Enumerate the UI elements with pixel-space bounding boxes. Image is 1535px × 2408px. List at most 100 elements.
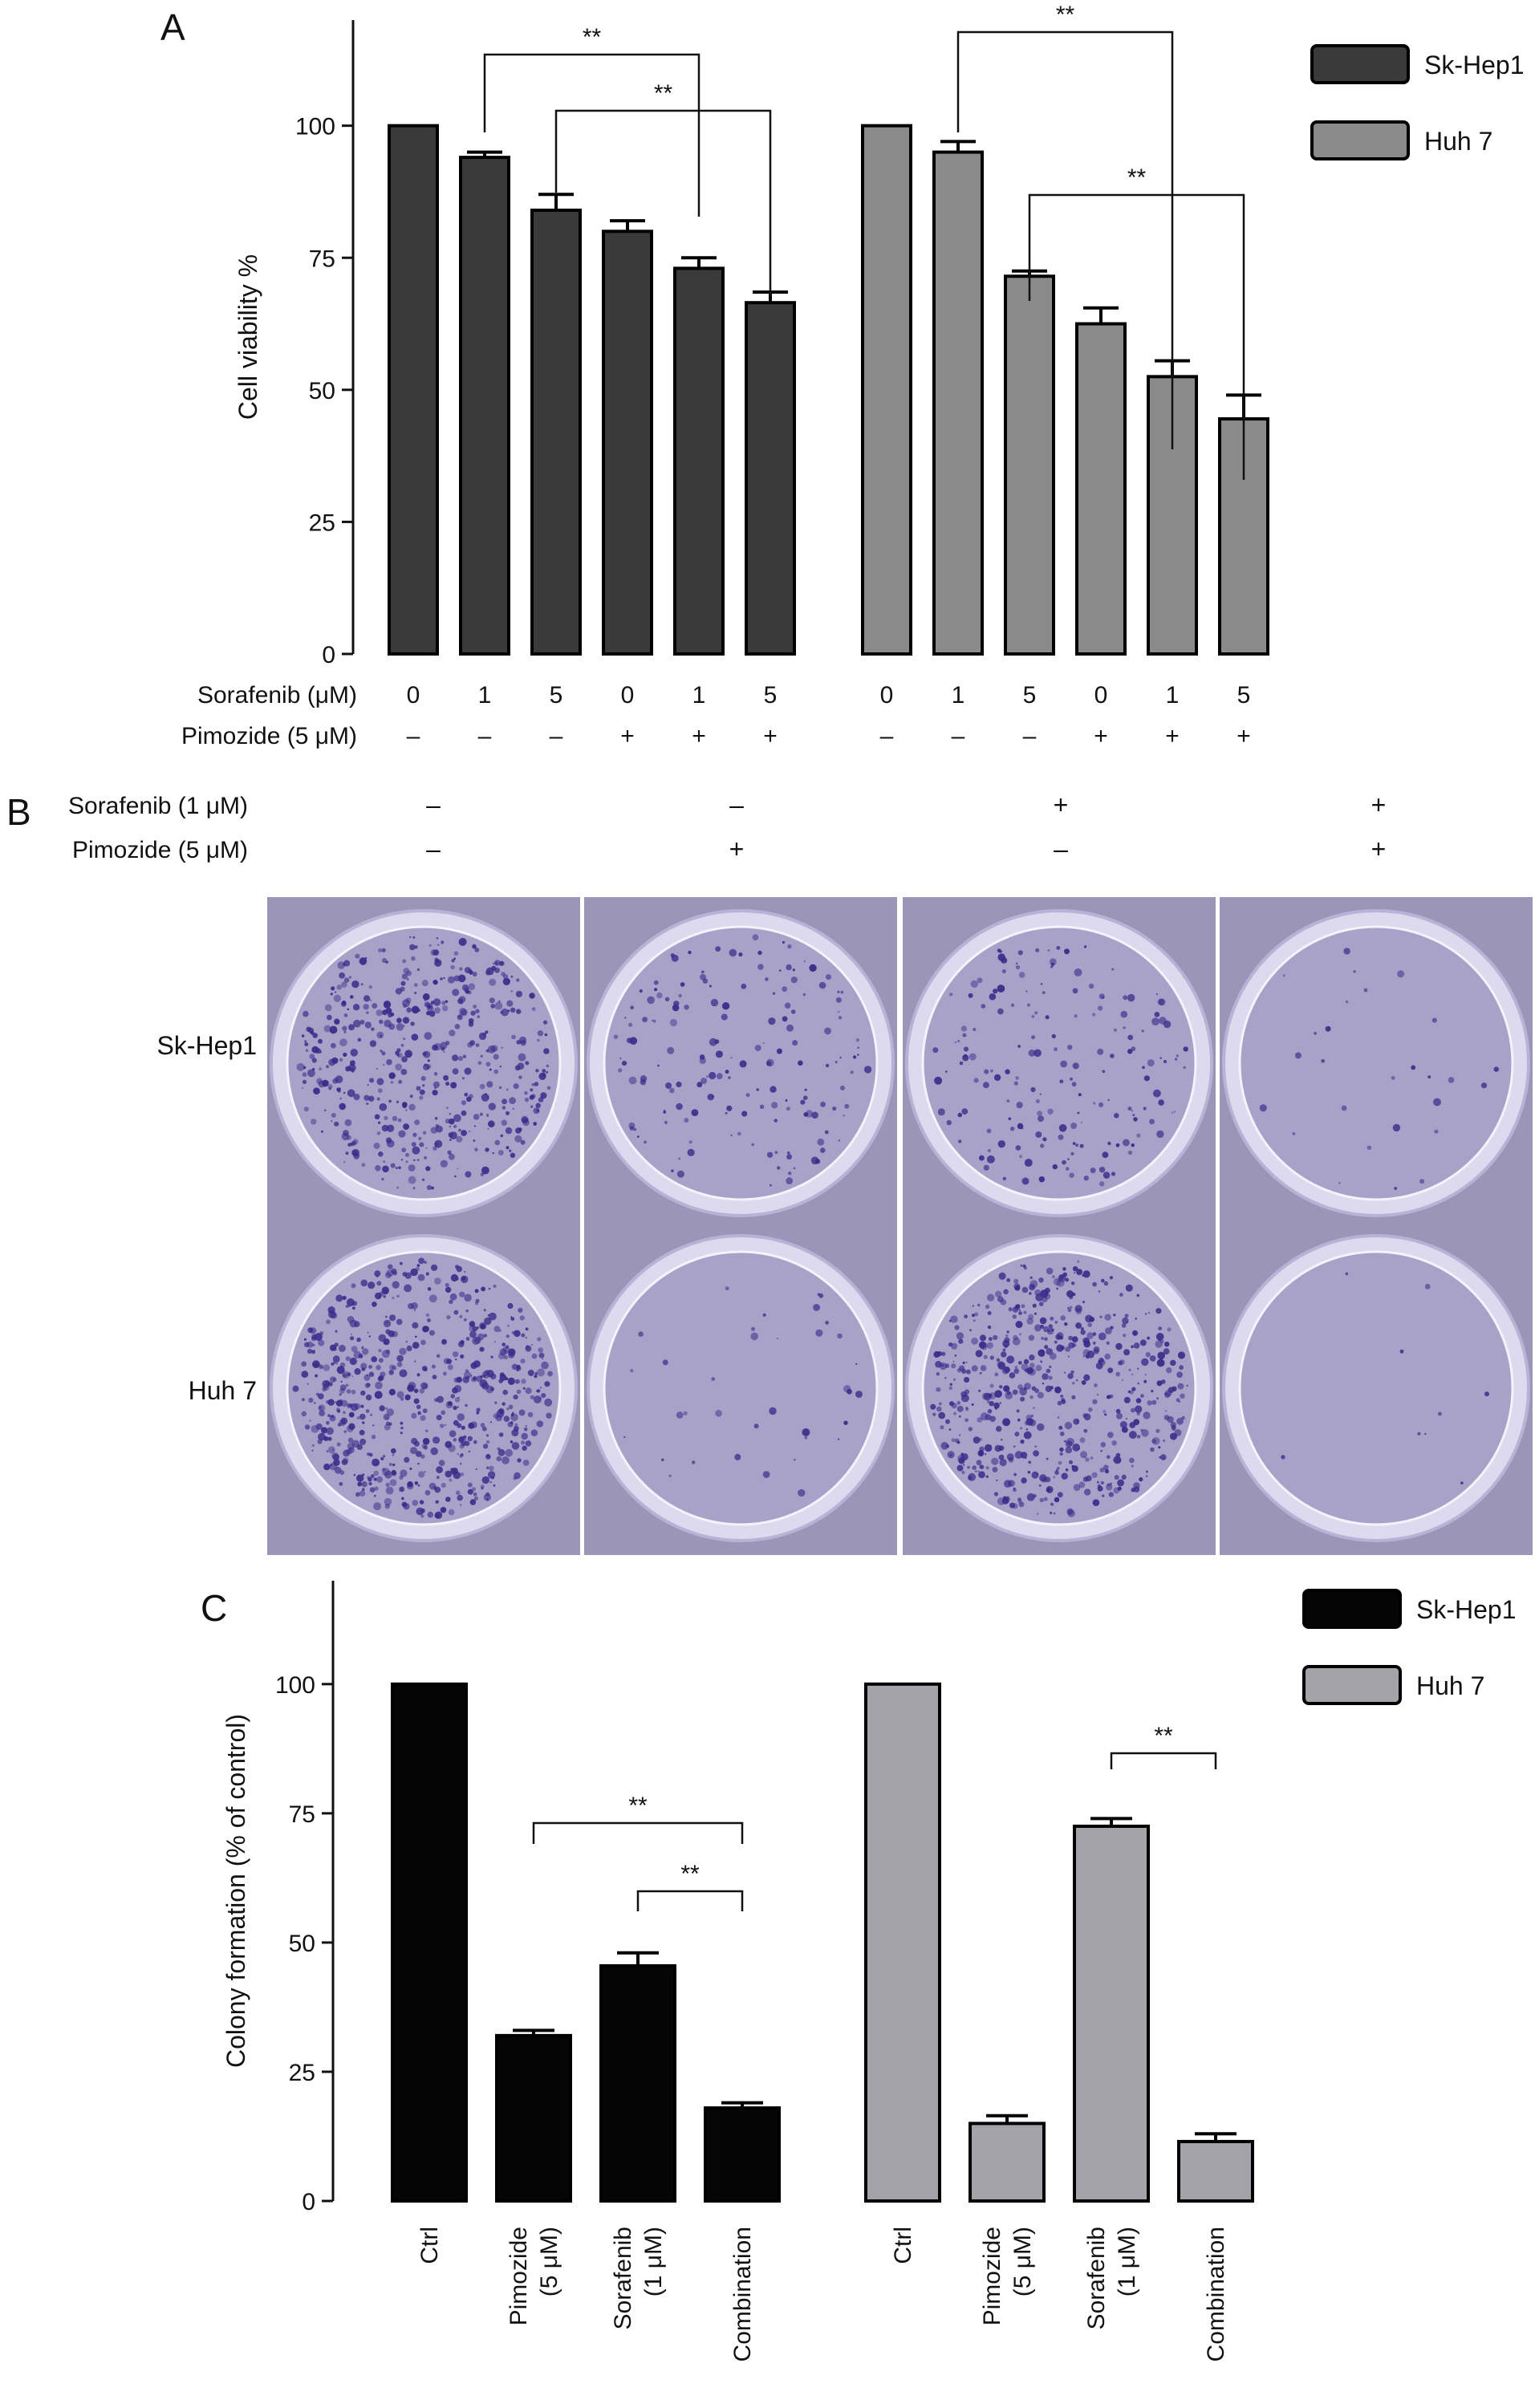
colony-dot (334, 1401, 337, 1403)
colony-dot (405, 1152, 409, 1157)
colony-dot (1054, 1047, 1058, 1052)
colony-dot (750, 1332, 758, 1341)
colony-dot (1115, 1456, 1122, 1464)
colony-dot (538, 1347, 543, 1353)
colony-dot (455, 1358, 457, 1361)
colony-dot (460, 1275, 469, 1284)
colony-dot (1123, 1026, 1126, 1029)
colony-dot (319, 1364, 323, 1370)
colony-dot (457, 1413, 465, 1421)
colony-dot (706, 1075, 709, 1078)
colony-dot (964, 1418, 969, 1423)
colony-dot (1107, 1395, 1111, 1399)
colony-dot (820, 1101, 826, 1107)
colony-dot (1115, 1342, 1123, 1350)
colony-dot (343, 1457, 349, 1464)
colony-dot (296, 1062, 305, 1071)
colony-dot (1072, 988, 1078, 994)
colony-dot (1110, 1054, 1115, 1058)
colony-dot (1144, 1374, 1147, 1376)
colony-dot (624, 1017, 627, 1019)
colony-dot (492, 1151, 495, 1155)
colony-dot (531, 1007, 536, 1011)
colony-dot (1037, 1423, 1045, 1431)
colony-dot (378, 1358, 384, 1363)
colony-dot (544, 1033, 548, 1037)
colony-dot (994, 1372, 999, 1377)
colony-dot (1034, 1388, 1040, 1394)
colony-dot (1017, 1045, 1021, 1048)
colony-dot (449, 1131, 457, 1139)
colony-dot (1025, 990, 1028, 993)
colony-dot (1391, 1075, 1395, 1080)
colony-dot (482, 1374, 486, 1378)
colony-dot (412, 1342, 420, 1349)
colony-dot (481, 1476, 489, 1484)
colony-dot (721, 1013, 728, 1021)
colony-dot (525, 1061, 530, 1066)
colony-dot (331, 1113, 336, 1118)
colony-dot (662, 1359, 668, 1366)
colony-dot (442, 1371, 447, 1376)
colony-dot (385, 1486, 394, 1495)
colony-dot (409, 936, 412, 938)
colony-dot (1001, 956, 1008, 964)
colony-dot (1081, 1380, 1086, 1385)
colony-dot (445, 1286, 452, 1293)
colony-dot (385, 1329, 391, 1334)
colony-dot (453, 1310, 459, 1315)
colony-dot (1082, 1355, 1085, 1358)
condition-value: + (763, 723, 778, 749)
colony-dot (1092, 1499, 1100, 1506)
colony-dot (332, 1361, 336, 1365)
colony-dot (1034, 1011, 1038, 1015)
colony-dot (1027, 1471, 1031, 1474)
colony-dot (473, 1376, 477, 1381)
colony-dot (346, 1298, 355, 1307)
colony-dot (1131, 1464, 1134, 1468)
condition-sign: – (426, 834, 441, 863)
colony-dot (331, 1057, 339, 1064)
colony-dot (339, 1388, 345, 1394)
colony-dot (960, 1394, 969, 1403)
row-label-sk-hep1: Sk-Hep1 (156, 1031, 258, 1060)
colony-dot (351, 1283, 356, 1289)
colony-dot (536, 1420, 544, 1427)
colony-dot (1156, 1397, 1159, 1400)
colony-dot (399, 1369, 408, 1378)
colony-dot (824, 1130, 829, 1135)
colony-dot (803, 1112, 809, 1117)
colony-dot (1124, 1314, 1129, 1318)
colony-dot (477, 1015, 481, 1018)
colony-dot (961, 1368, 967, 1375)
colony-dot (536, 1109, 540, 1112)
colony-dot (1062, 1159, 1066, 1165)
colony-dot (1177, 1351, 1186, 1359)
colony-dot (401, 1056, 408, 1062)
colony-dot (751, 1326, 755, 1331)
colony-dot (473, 1114, 480, 1120)
colony-dot (457, 1167, 459, 1170)
colony-dot (739, 1060, 747, 1068)
colony-dot (970, 980, 978, 988)
colony-dot (987, 1148, 991, 1152)
colony-dot (465, 1403, 468, 1407)
colony-dot (832, 1107, 837, 1111)
colony-dot (348, 1423, 355, 1430)
bar (1075, 322, 1127, 656)
colony-dot (956, 1401, 961, 1405)
colony-dot (525, 1337, 527, 1339)
colony-dot (1080, 1330, 1086, 1335)
colony-dot (494, 1401, 497, 1404)
colony-dot (336, 985, 343, 990)
colony-dot (766, 1058, 774, 1067)
colony-dot (400, 1427, 404, 1430)
colony-dot (510, 1440, 514, 1444)
colony-dot (850, 1070, 854, 1074)
colony-dot (1017, 1418, 1021, 1422)
colony-dot (432, 998, 441, 1006)
colony-dot (343, 1002, 346, 1004)
colony-dot (525, 1425, 527, 1427)
colony-dot (988, 1337, 993, 1342)
legend-swatch (1302, 1589, 1402, 1629)
